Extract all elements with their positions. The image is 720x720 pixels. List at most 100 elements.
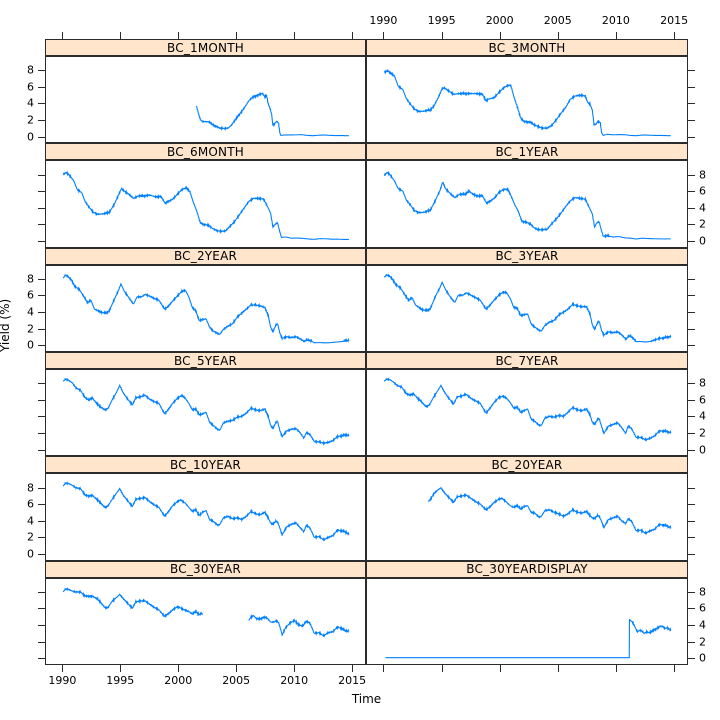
strip-BC_7YEAR: BC_7YEAR: [366, 352, 688, 369]
x-tick-top: [352, 32, 354, 39]
panel-BC_20YEAR: [366, 473, 688, 561]
x-tick-top: [120, 32, 122, 39]
strip-BC_6MONTH: BC_6MONTH: [45, 143, 366, 161]
x-tick-bottom: [294, 665, 296, 672]
y-tick-label: 6: [699, 601, 706, 615]
y-tick-left: [38, 383, 45, 385]
x-tick-top: [441, 32, 443, 39]
panel-BC_5YEAR: [45, 369, 366, 457]
y-tick-right: [688, 433, 695, 434]
y-tick-right: [688, 174, 695, 176]
y-tick-label: 2: [27, 322, 34, 336]
x-tick-label-bottom: 1990: [48, 674, 77, 687]
y-tick-label: 6: [27, 80, 34, 94]
y-tick-left: [38, 103, 45, 105]
strip-BC_30YEAR: BC_30YEAR: [45, 560, 366, 578]
y-tick-right: [688, 641, 695, 643]
x-tick-label-bottom: 2010: [280, 674, 309, 687]
y-tick-right: [688, 345, 695, 347]
panel-BC_1MONTH: [45, 56, 366, 144]
y-tick-left: [38, 86, 45, 88]
y-tick-label: 6: [27, 288, 34, 302]
strip-BC_1MONTH: BC_1MONTH: [45, 39, 366, 56]
y-tick-left: [38, 207, 45, 209]
x-tick-label-top: 1995: [427, 14, 456, 27]
x-tick-bottom: [499, 665, 501, 672]
x-tick-top: [615, 32, 617, 39]
x-tick-bottom: [120, 665, 122, 672]
y-tick-left: [38, 641, 45, 643]
y-tick-right: [688, 120, 695, 121]
x-tick-bottom: [178, 665, 180, 672]
y-tick-right: [688, 416, 695, 418]
y-tick-right: [688, 328, 695, 330]
x-tick-top: [499, 32, 501, 39]
y-tick-right: [688, 487, 695, 489]
y-tick-right: [688, 70, 695, 72]
series-line-BC_3MONTH: [383, 69, 671, 137]
y-tick-label: 2: [699, 217, 706, 231]
x-tick-bottom: [441, 665, 443, 672]
y-tick-right: [688, 625, 695, 627]
x-tick-top: [178, 32, 180, 39]
strip-BC_30YEARDISPLAY: BC_30YEARDISPLAY: [366, 560, 688, 578]
x-tick-label-top: 2015: [660, 14, 689, 27]
y-tick-left: [38, 328, 45, 330]
y-tick-right: [688, 312, 695, 314]
y-tick-label: 6: [699, 393, 706, 407]
y-tick-label: 4: [27, 305, 34, 319]
y-tick-label: 4: [699, 409, 706, 423]
x-tick-label-top: 1990: [369, 14, 398, 27]
strip-BC_3MONTH: BC_3MONTH: [366, 39, 688, 56]
series-line-BC_1YEAR: [383, 170, 671, 240]
y-tick-label: 2: [27, 530, 34, 544]
y-tick-label: 2: [699, 635, 706, 649]
y-tick-label: 0: [699, 443, 706, 457]
y-tick-left: [38, 449, 45, 451]
y-tick-label: 8: [27, 63, 34, 77]
y-tick-left: [38, 504, 45, 506]
x-tick-bottom: [236, 665, 238, 672]
panel-BC_30YEAR: [45, 577, 366, 665]
y-tick-label: 0: [27, 338, 34, 352]
series-line-BC_30YEARDISPLAY: [385, 618, 672, 658]
x-tick-label-bottom: 2015: [338, 674, 367, 687]
panel-BC_3MONTH: [366, 56, 688, 144]
y-tick-label: 6: [699, 184, 706, 198]
y-tick-left: [38, 591, 45, 593]
panel-BC_7YEAR: [366, 369, 688, 457]
series-line-BC_20YEAR: [427, 486, 672, 536]
y-tick-left: [38, 345, 45, 347]
strip-BC_20YEAR: BC_20YEAR: [366, 456, 688, 474]
x-tick-label-top: 2000: [485, 14, 514, 27]
panel-BC_6MONTH: [45, 160, 366, 248]
x-tick-bottom: [557, 665, 559, 672]
y-tick-left: [38, 487, 45, 489]
x-tick-bottom: [62, 665, 64, 672]
y-tick-left: [38, 295, 45, 297]
y-tick-label: 8: [699, 376, 706, 390]
y-tick-right: [688, 399, 695, 401]
y-tick-label: 4: [699, 201, 706, 215]
x-axis-title: Time: [351, 692, 382, 706]
x-tick-top: [62, 32, 64, 39]
y-tick-label: 6: [27, 497, 34, 511]
y-tick-label: 0: [27, 547, 34, 561]
y-tick-right: [688, 608, 695, 610]
y-axis-title: Yield (%): [0, 298, 12, 352]
y-tick-left: [38, 312, 45, 314]
y-tick-right: [688, 191, 695, 193]
x-tick-label-bottom: 2000: [164, 674, 193, 687]
y-tick-left: [38, 399, 45, 401]
y-tick-label: 0: [699, 651, 706, 665]
y-tick-left: [38, 278, 45, 280]
y-tick-right: [688, 295, 695, 297]
panel-BC_10YEAR: [45, 473, 366, 561]
panel-BC_1YEAR: [366, 160, 688, 248]
series-line-BC_3YEAR: [383, 272, 672, 343]
strip-BC_10YEAR: BC_10YEAR: [45, 456, 366, 474]
y-tick-label: 8: [27, 481, 34, 494]
series-line-BC_30YEAR: [62, 586, 350, 637]
y-tick-left: [38, 537, 45, 539]
